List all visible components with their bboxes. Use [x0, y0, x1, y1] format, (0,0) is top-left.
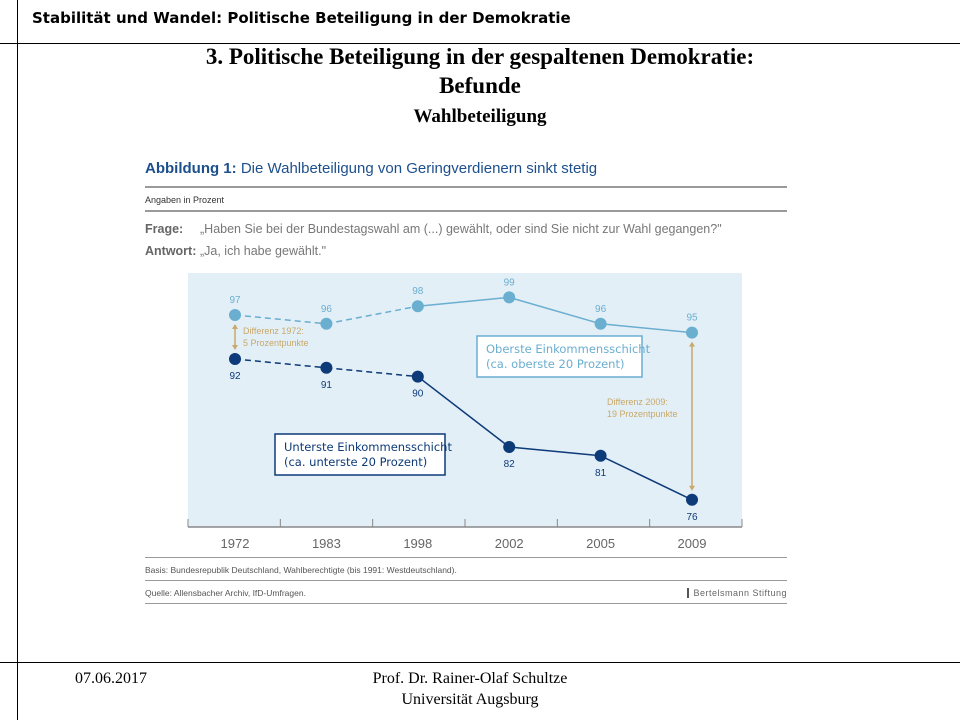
plot-background [188, 273, 742, 527]
slide-title-line2: Befunde [439, 73, 521, 98]
series-line-segment [417, 296, 510, 307]
figure-title-text: Die Wahlbeteiligung von Geringverdienern… [240, 160, 598, 177]
answer-text: „Ja, ich habe gewählt." [200, 244, 327, 258]
figure-label: Abbildung 1: [145, 160, 237, 177]
rule [145, 557, 787, 558]
footer-institution: Universität Augsburg [401, 691, 539, 708]
basis-note: Basis: Bundesrepublik Deutschland, Wahlb… [145, 565, 457, 575]
series-line-segment [234, 314, 327, 325]
footer-author: Prof. Dr. Rainer-Olaf Schultze [372, 670, 568, 687]
arrow-head [689, 341, 695, 347]
series-line-segment [326, 367, 418, 378]
question-label: Frage: [145, 222, 184, 236]
series-line-segment [234, 358, 327, 369]
question-text: „Haben Sie bei der Bundestagswahl am (..… [200, 222, 722, 236]
data-point [411, 300, 424, 313]
x-tick-label: 1983 [312, 536, 341, 551]
x-tick-label: 2009 [678, 536, 707, 551]
legend-box [274, 433, 446, 476]
rule [145, 580, 787, 581]
data-label: 82 [504, 459, 516, 470]
unit-note: Angaben in Prozent [145, 195, 225, 205]
series-line-segment [326, 305, 418, 325]
answer-label: Antwort: [145, 244, 197, 258]
series-line-segment [600, 323, 693, 334]
series-line-segment [509, 446, 601, 457]
annotation-text: Differenz 2009: [607, 397, 668, 407]
data-label: 96 [595, 304, 607, 315]
bertelsmann-logo: Bertelsmann Stiftung [687, 588, 787, 598]
x-tick-label: 2005 [586, 536, 615, 551]
legend-label: (ca. oberste 20 Prozent) [486, 357, 624, 371]
arrow-head [232, 345, 238, 350]
annotation-text: Differenz 1972: [243, 326, 304, 336]
figure-title: Abbildung 1: Die Wahlbeteiligung von Ger… [145, 160, 597, 177]
slide-subtitle: Wahlbeteiligung [413, 106, 547, 127]
data-point [594, 317, 607, 330]
annotation-text: 5 Prozentpunkte [243, 338, 309, 348]
series-line-segment [600, 455, 693, 501]
data-point [686, 493, 698, 506]
data-point [503, 441, 516, 453]
data-point [229, 309, 241, 321]
data-point [320, 317, 333, 330]
x-tick-label: 1998 [403, 536, 432, 551]
data-label: 95 [686, 313, 698, 324]
data-point [320, 361, 333, 374]
footer-divider [0, 662, 960, 663]
answer: Antwort: „Ja, ich habe gewählt." [145, 244, 326, 258]
data-label: 97 [229, 295, 241, 306]
data-point [686, 326, 698, 339]
data-label: 96 [321, 304, 333, 315]
series-line-segment [508, 296, 601, 325]
data-point [594, 449, 607, 462]
data-label: 92 [229, 371, 241, 382]
data-label: 90 [412, 389, 424, 400]
footer-date: 07.06.2017 [75, 670, 147, 687]
data-label: 99 [504, 277, 516, 288]
source-note: Quelle: Allensbacher Archiv, IfD-Umfrage… [145, 588, 306, 598]
legend-label: Unterste Einkommensschicht [284, 440, 452, 454]
data-point [503, 291, 516, 304]
legend-label: (ca. unterste 20 Prozent) [284, 455, 427, 469]
data-point [229, 353, 241, 365]
data-label: 91 [321, 380, 333, 391]
x-tick-label: 1972 [221, 536, 250, 551]
legend-label: Oberste Einkommensschicht [486, 342, 651, 356]
rule [145, 210, 787, 212]
data-label: 81 [595, 468, 607, 479]
left-divider [17, 0, 18, 720]
slide-title: 3. Politische Beteiligung in der gespalt… [205, 44, 755, 69]
header-divider [0, 43, 960, 44]
arrow-head [689, 485, 695, 491]
question: Frage: „Haben Sie bei der Bundestagswahl … [145, 222, 722, 236]
rule [145, 603, 787, 604]
arrow-head [232, 324, 238, 329]
data-point [411, 370, 424, 383]
rule [145, 186, 787, 188]
slide-header: Stabilität und Wandel: Politische Beteil… [32, 9, 571, 27]
series-line-segment [417, 376, 510, 448]
annotation-text: 19 Prozentpunkte [607, 409, 678, 419]
data-label: 98 [412, 286, 424, 297]
x-tick-label: 2002 [495, 536, 524, 551]
legend-box [476, 335, 643, 378]
data-label: 76 [686, 512, 698, 523]
